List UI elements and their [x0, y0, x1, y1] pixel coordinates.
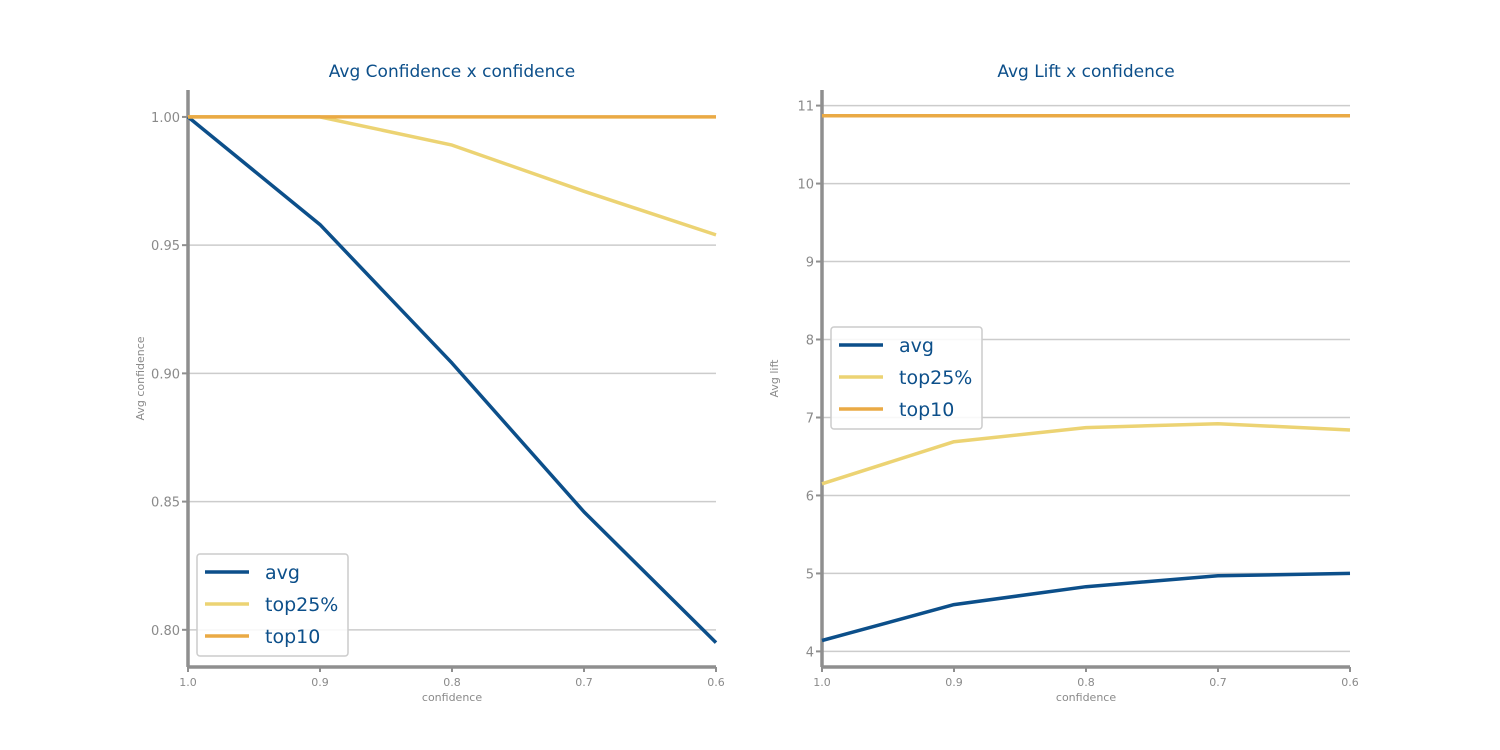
- y-tick-label: 11: [797, 100, 814, 115]
- legend: avg top25% top10: [196, 553, 349, 657]
- y-tick-label: 10: [797, 178, 814, 193]
- x-tick-label: 1.0: [813, 676, 831, 689]
- y-tick-label: 7: [806, 411, 814, 426]
- legend: avg top25% top10: [830, 326, 983, 430]
- chart-title: Avg Lift x confidence: [997, 62, 1174, 82]
- y-tick-label: 0.80: [151, 624, 180, 639]
- y-axis-label: Avg confidence: [134, 336, 147, 420]
- series-line-top25pct: [821, 421, 1351, 486]
- y-tick-label: 1.00: [151, 111, 180, 126]
- y-tick-label: 0.90: [151, 367, 180, 382]
- x-tick-label: 0.9: [945, 676, 963, 689]
- chart-title: Avg Confidence x confidence: [329, 62, 575, 82]
- legend-label: top10: [899, 399, 954, 421]
- x-axis-label: confidence: [1056, 691, 1116, 704]
- y-axis-label: Avg lift: [768, 359, 781, 398]
- y-tick-label: 0.85: [151, 496, 180, 511]
- y-tick-label: 4: [806, 645, 814, 660]
- legend-label: avg: [265, 562, 300, 584]
- y-tick-label: 0.95: [151, 239, 180, 254]
- series-line-avg: [186, 115, 718, 644]
- legend-label: top25%: [899, 367, 972, 389]
- chart-panel-1: Avg Confidence x confidence 0.80 0.85 0.90 0…: [134, 62, 725, 704]
- legend-box: [196, 553, 349, 657]
- x-tick-label: 0.8: [1077, 676, 1095, 689]
- legend-label: avg: [899, 335, 934, 357]
- chart-panel-2: Avg Lift x confidence 4 5 6 7 8 9 10 11 1.0 0.9 0.8…: [768, 62, 1359, 704]
- y-tick-label: 9: [806, 256, 814, 271]
- x-tick-label: 1.0: [179, 676, 197, 689]
- x-tick-label: 0.6: [1341, 676, 1359, 689]
- legend-label: top10: [265, 626, 320, 648]
- x-axis-label: confidence: [422, 691, 482, 704]
- series-line-top25pct: [188, 115, 717, 237]
- y-tick-label: 5: [806, 567, 814, 582]
- x-tick-label: 0.6: [707, 676, 725, 689]
- x-tick-label: 0.7: [1209, 676, 1227, 689]
- x-tick-label: 0.9: [311, 676, 329, 689]
- y-tick-label: 8: [806, 334, 814, 349]
- y-tick-label: 6: [806, 489, 814, 504]
- legend-label: top25%: [265, 594, 338, 616]
- x-tick-label: 0.8: [443, 676, 461, 689]
- legend-box: [830, 326, 983, 430]
- x-tick-label: 0.7: [575, 676, 593, 689]
- series-line-avg: [821, 571, 1351, 643]
